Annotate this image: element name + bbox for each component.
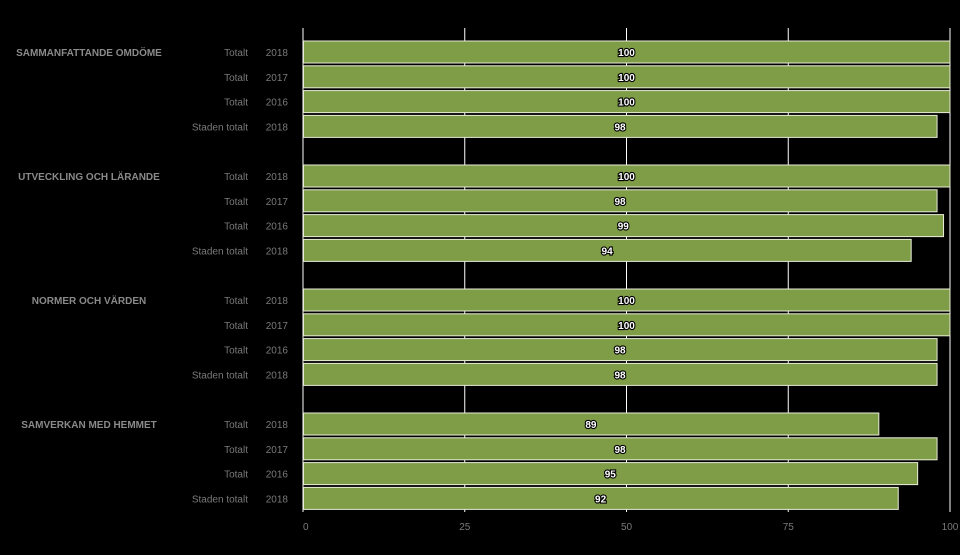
bar-value-label: 98 xyxy=(614,122,626,133)
bar xyxy=(303,362,938,386)
bar xyxy=(303,164,951,188)
bar xyxy=(303,486,899,510)
row-year-label: 2016 xyxy=(266,222,289,233)
bar xyxy=(303,65,951,89)
row-year-label: 2017 xyxy=(266,321,289,332)
bar-value-label: 99 xyxy=(618,222,630,233)
bar xyxy=(303,114,938,138)
row-year-label: 2018 xyxy=(266,370,289,381)
bar xyxy=(303,412,880,436)
bar-value-label: 100 xyxy=(618,48,635,59)
row-series-label: Totalt xyxy=(224,296,248,307)
row-year-label: 2018 xyxy=(266,420,289,431)
bar-value-label: 94 xyxy=(602,246,614,257)
row-year-label: 2018 xyxy=(266,494,289,505)
group-label: SAMVERKAN MED HEMMET xyxy=(21,420,157,431)
bar-value-label: 100 xyxy=(618,73,635,84)
group-label: UTVECKLING OCH LÄRANDE xyxy=(18,170,160,183)
row-year-label: 2018 xyxy=(266,172,289,183)
bar xyxy=(303,189,938,213)
row-year-label: 2016 xyxy=(266,346,289,357)
row-series-label: Totalt xyxy=(224,420,248,431)
bar-value-label: 98 xyxy=(614,370,626,381)
row-year-label: 2017 xyxy=(266,445,289,456)
row-year-label: 2017 xyxy=(266,73,289,84)
row-series-label: Totalt xyxy=(224,172,248,183)
row-series-label: Totalt xyxy=(224,73,248,84)
row-series-label: Staden totalt xyxy=(192,494,248,505)
row-year-label: 2016 xyxy=(266,470,289,481)
row-series-label: Totalt xyxy=(224,98,248,109)
row-series-label: Staden totalt xyxy=(192,122,248,133)
row-series-label: Totalt xyxy=(224,346,248,357)
bar xyxy=(303,437,938,461)
group-label: SAMMANFATTANDE OMDÖME xyxy=(16,46,162,59)
row-year-label: 2018 xyxy=(266,48,289,59)
x-tick-label: 0 xyxy=(303,522,309,533)
x-tick-label: 75 xyxy=(783,522,795,533)
x-tick-label: 25 xyxy=(459,522,471,533)
row-series-label: Staden totalt xyxy=(192,370,248,381)
bar-value-label: 100 xyxy=(618,321,635,332)
row-series-label: Totalt xyxy=(224,48,248,59)
bar-value-label: 98 xyxy=(614,445,626,456)
bar xyxy=(303,238,912,262)
bar-value-label: 98 xyxy=(614,346,626,357)
bar-value-label: 100 xyxy=(618,98,635,109)
row-series-label: Totalt xyxy=(224,197,248,208)
row-year-label: 2018 xyxy=(266,246,289,257)
bar-value-label: 89 xyxy=(585,420,597,431)
bar xyxy=(303,313,951,337)
bar-value-label: 100 xyxy=(618,172,635,183)
row-series-label: Staden totalt xyxy=(192,246,248,257)
bar xyxy=(303,462,919,486)
bar xyxy=(303,338,938,362)
row-year-label: 2018 xyxy=(266,122,289,133)
row-year-label: 2016 xyxy=(266,98,289,109)
x-tick-label: 100 xyxy=(942,522,959,533)
row-series-label: Totalt xyxy=(224,470,248,481)
row-series-label: Totalt xyxy=(224,222,248,233)
bar-value-label: 100 xyxy=(618,296,635,307)
bar-value-label: 95 xyxy=(605,470,617,481)
bar xyxy=(303,214,945,238)
bar xyxy=(303,90,951,114)
row-series-label: Totalt xyxy=(224,445,248,456)
x-tick-label: 50 xyxy=(621,522,633,533)
row-series-label: Totalt xyxy=(224,321,248,332)
bar-value-label: 98 xyxy=(614,197,626,208)
bar xyxy=(303,40,951,64)
row-year-label: 2017 xyxy=(266,197,289,208)
bar xyxy=(303,288,951,312)
group-label: NORMER OCH VÄRDEN xyxy=(32,294,146,307)
bar-value-label: 92 xyxy=(595,494,607,505)
row-year-label: 2018 xyxy=(266,296,289,307)
